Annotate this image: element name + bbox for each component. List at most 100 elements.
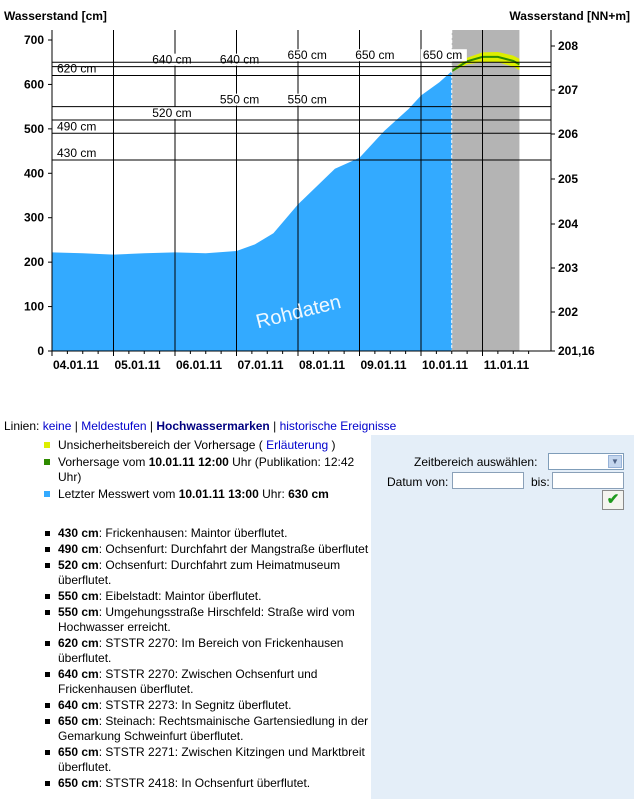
legend-measured-date: 10.01.11 13:00 [178, 487, 259, 501]
threshold-label-bg [55, 62, 101, 75]
threshold-label: 550 cm [288, 93, 327, 107]
range-select[interactable]: ▼ [548, 453, 624, 470]
chevron-down-icon[interactable]: ▼ [608, 455, 622, 468]
measured-area [52, 71, 452, 351]
flood-mark-value: 650 cm [58, 745, 99, 759]
flood-mark-value: 520 cm [58, 558, 99, 572]
threshold-label: 550 cm [220, 93, 259, 107]
threshold-label-bg [285, 93, 332, 106]
y2-tick-label: 206 [558, 127, 578, 141]
line-selector-nav: Linien: keine | Meldestufen | Hochwasser… [4, 419, 397, 433]
uncertainty-swatch-icon [44, 442, 50, 448]
chart-title-left: Wasserstand [cm] [4, 9, 107, 23]
date-range-form: Zeitbereich auswählen: ▼ Datum von: bis:… [371, 435, 634, 799]
flood-mark-text: : Steinach: Rechtsmainische Gartensiedlu… [58, 714, 369, 743]
legend-item-measured: Letzter Messwert vom 10.01.11 13:00 Uhr:… [44, 487, 369, 502]
y2-tick-label: 207 [558, 83, 578, 97]
x-tick-label: 08.01.11 [299, 358, 345, 372]
bullet-icon [45, 563, 50, 568]
bullet-icon [45, 750, 50, 755]
flood-mark-text: : Ochsenfurt: Durchfahrt zum Heimatmuseu… [58, 558, 341, 587]
nav-prefix: Linien: [4, 419, 40, 433]
y-tick-label: 600 [24, 77, 44, 91]
threshold-label: 650 cm [288, 48, 327, 62]
range-label: Zeitbereich auswählen: [414, 455, 538, 469]
legend-forecast-post: Uhr (Publikation: 12:42 Uhr) [58, 455, 355, 484]
from-label: Datum von: [387, 475, 449, 489]
threshold-label: 640 cm [220, 53, 259, 67]
x-tick-label: 04.01.11 [53, 358, 99, 372]
legend-measured-pre: Letzter Messwert vom [58, 487, 179, 501]
flood-mark-text: : STSTR 2418: In Ochsenfurt überflutet. [98, 776, 311, 790]
bullet-icon [45, 719, 50, 724]
threshold-label-bg [285, 49, 332, 62]
y2-tick-label: 205 [558, 172, 578, 186]
flood-mark-value: 550 cm [58, 589, 99, 603]
bullet-icon [45, 610, 50, 615]
flood-mark-value: 430 cm [58, 526, 99, 540]
date-from-input[interactable] [452, 472, 524, 489]
flood-mark-value: 640 cm [58, 667, 99, 681]
threshold-label-bg [55, 120, 101, 133]
flood-mark-item: 650 cm: STSTR 2418: In Ochsenfurt überfl… [44, 776, 369, 791]
date-to-input[interactable] [552, 472, 624, 489]
legend-uncertainty-text: Unsicherheitsbereich der Vorhersage ( [58, 438, 263, 452]
threshold-label-bg [150, 106, 197, 119]
flood-mark-item: 430 cm: Frickenhausen: Maintor überflute… [44, 526, 369, 541]
y-tick-label: 700 [24, 33, 44, 47]
threshold-label: 640 cm [152, 53, 191, 67]
threshold-label-bg [353, 49, 400, 62]
y2-tick-label: 201,16 [558, 344, 595, 358]
flood-mark-text: : Eibelstadt: Maintor überflutet. [98, 589, 262, 603]
threshold-label: 490 cm [57, 119, 96, 133]
y-tick-label: 200 [24, 255, 44, 269]
chart-legend: Unsicherheitsbereich der Vorhersage ( Er… [44, 438, 369, 504]
flood-mark-value: 620 cm [58, 636, 99, 650]
y-tick-label: 100 [24, 300, 44, 314]
y-tick-label: 300 [24, 211, 44, 225]
flood-mark-text: : STSTR 2270: Im Bereich von Frickenhaus… [58, 636, 344, 665]
threshold-label-bg [420, 49, 467, 62]
y-tick-label: 400 [24, 166, 44, 180]
nav-link-keine[interactable]: keine [42, 419, 72, 433]
measured-swatch-icon [44, 491, 50, 497]
legend-item-forecast: Vorhersage vom 10.01.11 12:00 Uhr (Publi… [44, 455, 369, 485]
threshold-label: 430 cm [57, 146, 96, 160]
y-tick-label: 500 [24, 122, 44, 136]
info-panel: Linien: keine | Meldestufen | Hochwasser… [0, 418, 634, 799]
legend-item-uncertainty: Unsicherheitsbereich der Vorhersage ( Er… [44, 438, 369, 453]
chart-title-right: Wasserstand [NN+m] [509, 9, 630, 23]
flood-marks-list: 430 cm: Frickenhausen: Maintor überflute… [44, 526, 369, 792]
nav-link-historische-ereignisse[interactable]: historische Ereignisse [279, 419, 397, 433]
x-tick-label: 06.01.11 [176, 358, 222, 372]
submit-check-icon[interactable]: ✔ [602, 490, 624, 510]
nav-link-meldestufen[interactable]: Meldestufen [81, 419, 147, 433]
flood-mark-item: 640 cm: STSTR 2273: In Segnitz überflute… [44, 698, 369, 713]
forecast-line [451, 55, 520, 72]
flood-mark-item: 550 cm: Umgehungsstraße Hirschfeld: Stra… [44, 605, 369, 635]
flood-mark-value: 550 cm [58, 605, 99, 619]
flood-mark-value: 640 cm [58, 698, 99, 712]
flood-mark-text: : STSTR 2270: Zwischen Ochsenfurt und Fr… [58, 667, 318, 696]
bullet-icon [45, 641, 50, 646]
y2-tick-label: 204 [558, 217, 578, 231]
chart-svg: 430 cm 490 cm 520 cm 550 cm 550 cm 620 cm 640 … [4, 9, 630, 372]
bullet-icon [45, 547, 50, 552]
legend-forecast-date: 10.01.11 12:00 [148, 455, 229, 469]
water-level-chart: 430 cm 490 cm 520 cm 550 cm 550 cm 620 cm 640 … [4, 9, 630, 372]
flood-mark-item: 620 cm: STSTR 2270: Im Bereich von Frick… [44, 636, 369, 666]
threshold-label: 650 cm [423, 48, 462, 62]
flood-mark-value: 650 cm [58, 714, 99, 728]
forecast-region [451, 30, 520, 351]
flood-mark-value: 650 cm [58, 776, 99, 790]
y2-tick-label: 202 [558, 305, 578, 319]
explanation-link[interactable]: Erläuterung [266, 438, 329, 452]
flood-mark-text: : STSTR 2273: In Segnitz überflutet. [98, 698, 292, 712]
flood-mark-text: : Ochsenfurt: Durchfahrt der Mangstraße … [98, 542, 369, 556]
x-tick-label: 11.01.11 [484, 358, 530, 372]
flood-mark-item: 640 cm: STSTR 2270: Zwischen Ochsenfurt … [44, 667, 369, 697]
threshold-label: 650 cm [355, 48, 394, 62]
flood-mark-item: 550 cm: Eibelstadt: Maintor überflutet. [44, 589, 369, 604]
x-tick-label: 10.01.11 [422, 358, 468, 372]
nav-link-hochwassermarken[interactable]: Hochwassermarken [156, 419, 270, 433]
